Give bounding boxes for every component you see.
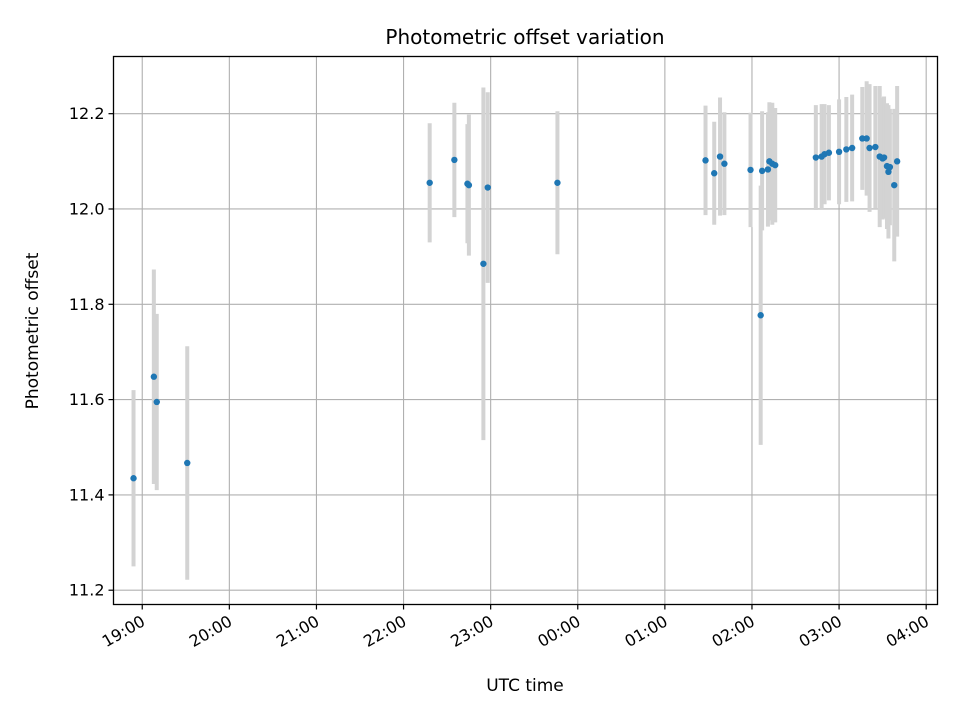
data-point bbox=[843, 146, 850, 153]
chart-title: Photometric offset variation bbox=[385, 25, 664, 49]
data-point bbox=[153, 398, 160, 406]
data-point bbox=[758, 167, 766, 175]
data-point bbox=[451, 156, 458, 164]
data-point bbox=[812, 154, 820, 161]
data-point bbox=[480, 260, 487, 267]
data-point bbox=[880, 154, 888, 161]
plot-frame bbox=[112, 55, 939, 606]
x-axis-title: UTC time bbox=[486, 676, 564, 696]
point-layer bbox=[130, 135, 901, 482]
data-point bbox=[872, 143, 879, 151]
data-point bbox=[721, 160, 728, 167]
data-point bbox=[757, 312, 764, 319]
data-point bbox=[771, 161, 779, 169]
data-point bbox=[426, 179, 433, 186]
data-point bbox=[554, 179, 561, 186]
data-point bbox=[886, 163, 894, 171]
y-tick-label: 11.4 bbox=[69, 485, 105, 504]
data-point bbox=[848, 144, 856, 152]
data-point bbox=[716, 153, 724, 160]
y-tick-label: 12.2 bbox=[69, 104, 105, 123]
data-point bbox=[465, 181, 473, 189]
data-point bbox=[893, 158, 901, 165]
data-point bbox=[484, 184, 491, 191]
y-axis-title: Photometric offset bbox=[23, 252, 43, 409]
data-point bbox=[711, 170, 718, 177]
data-point bbox=[863, 135, 870, 142]
data-point bbox=[702, 157, 709, 164]
y-tick-label: 11.6 bbox=[69, 390, 105, 409]
data-point bbox=[747, 166, 754, 174]
data-point bbox=[891, 181, 898, 189]
y-tick-label: 11.2 bbox=[69, 581, 105, 600]
y-tick-label: 11.8 bbox=[69, 295, 105, 314]
y-tick-label: 12.0 bbox=[69, 199, 105, 218]
data-point bbox=[764, 166, 772, 173]
data-point bbox=[184, 459, 191, 467]
data-point bbox=[130, 475, 137, 482]
data-point bbox=[150, 373, 158, 380]
data-point bbox=[825, 149, 833, 156]
data-point bbox=[866, 144, 873, 152]
data-point bbox=[835, 148, 843, 156]
